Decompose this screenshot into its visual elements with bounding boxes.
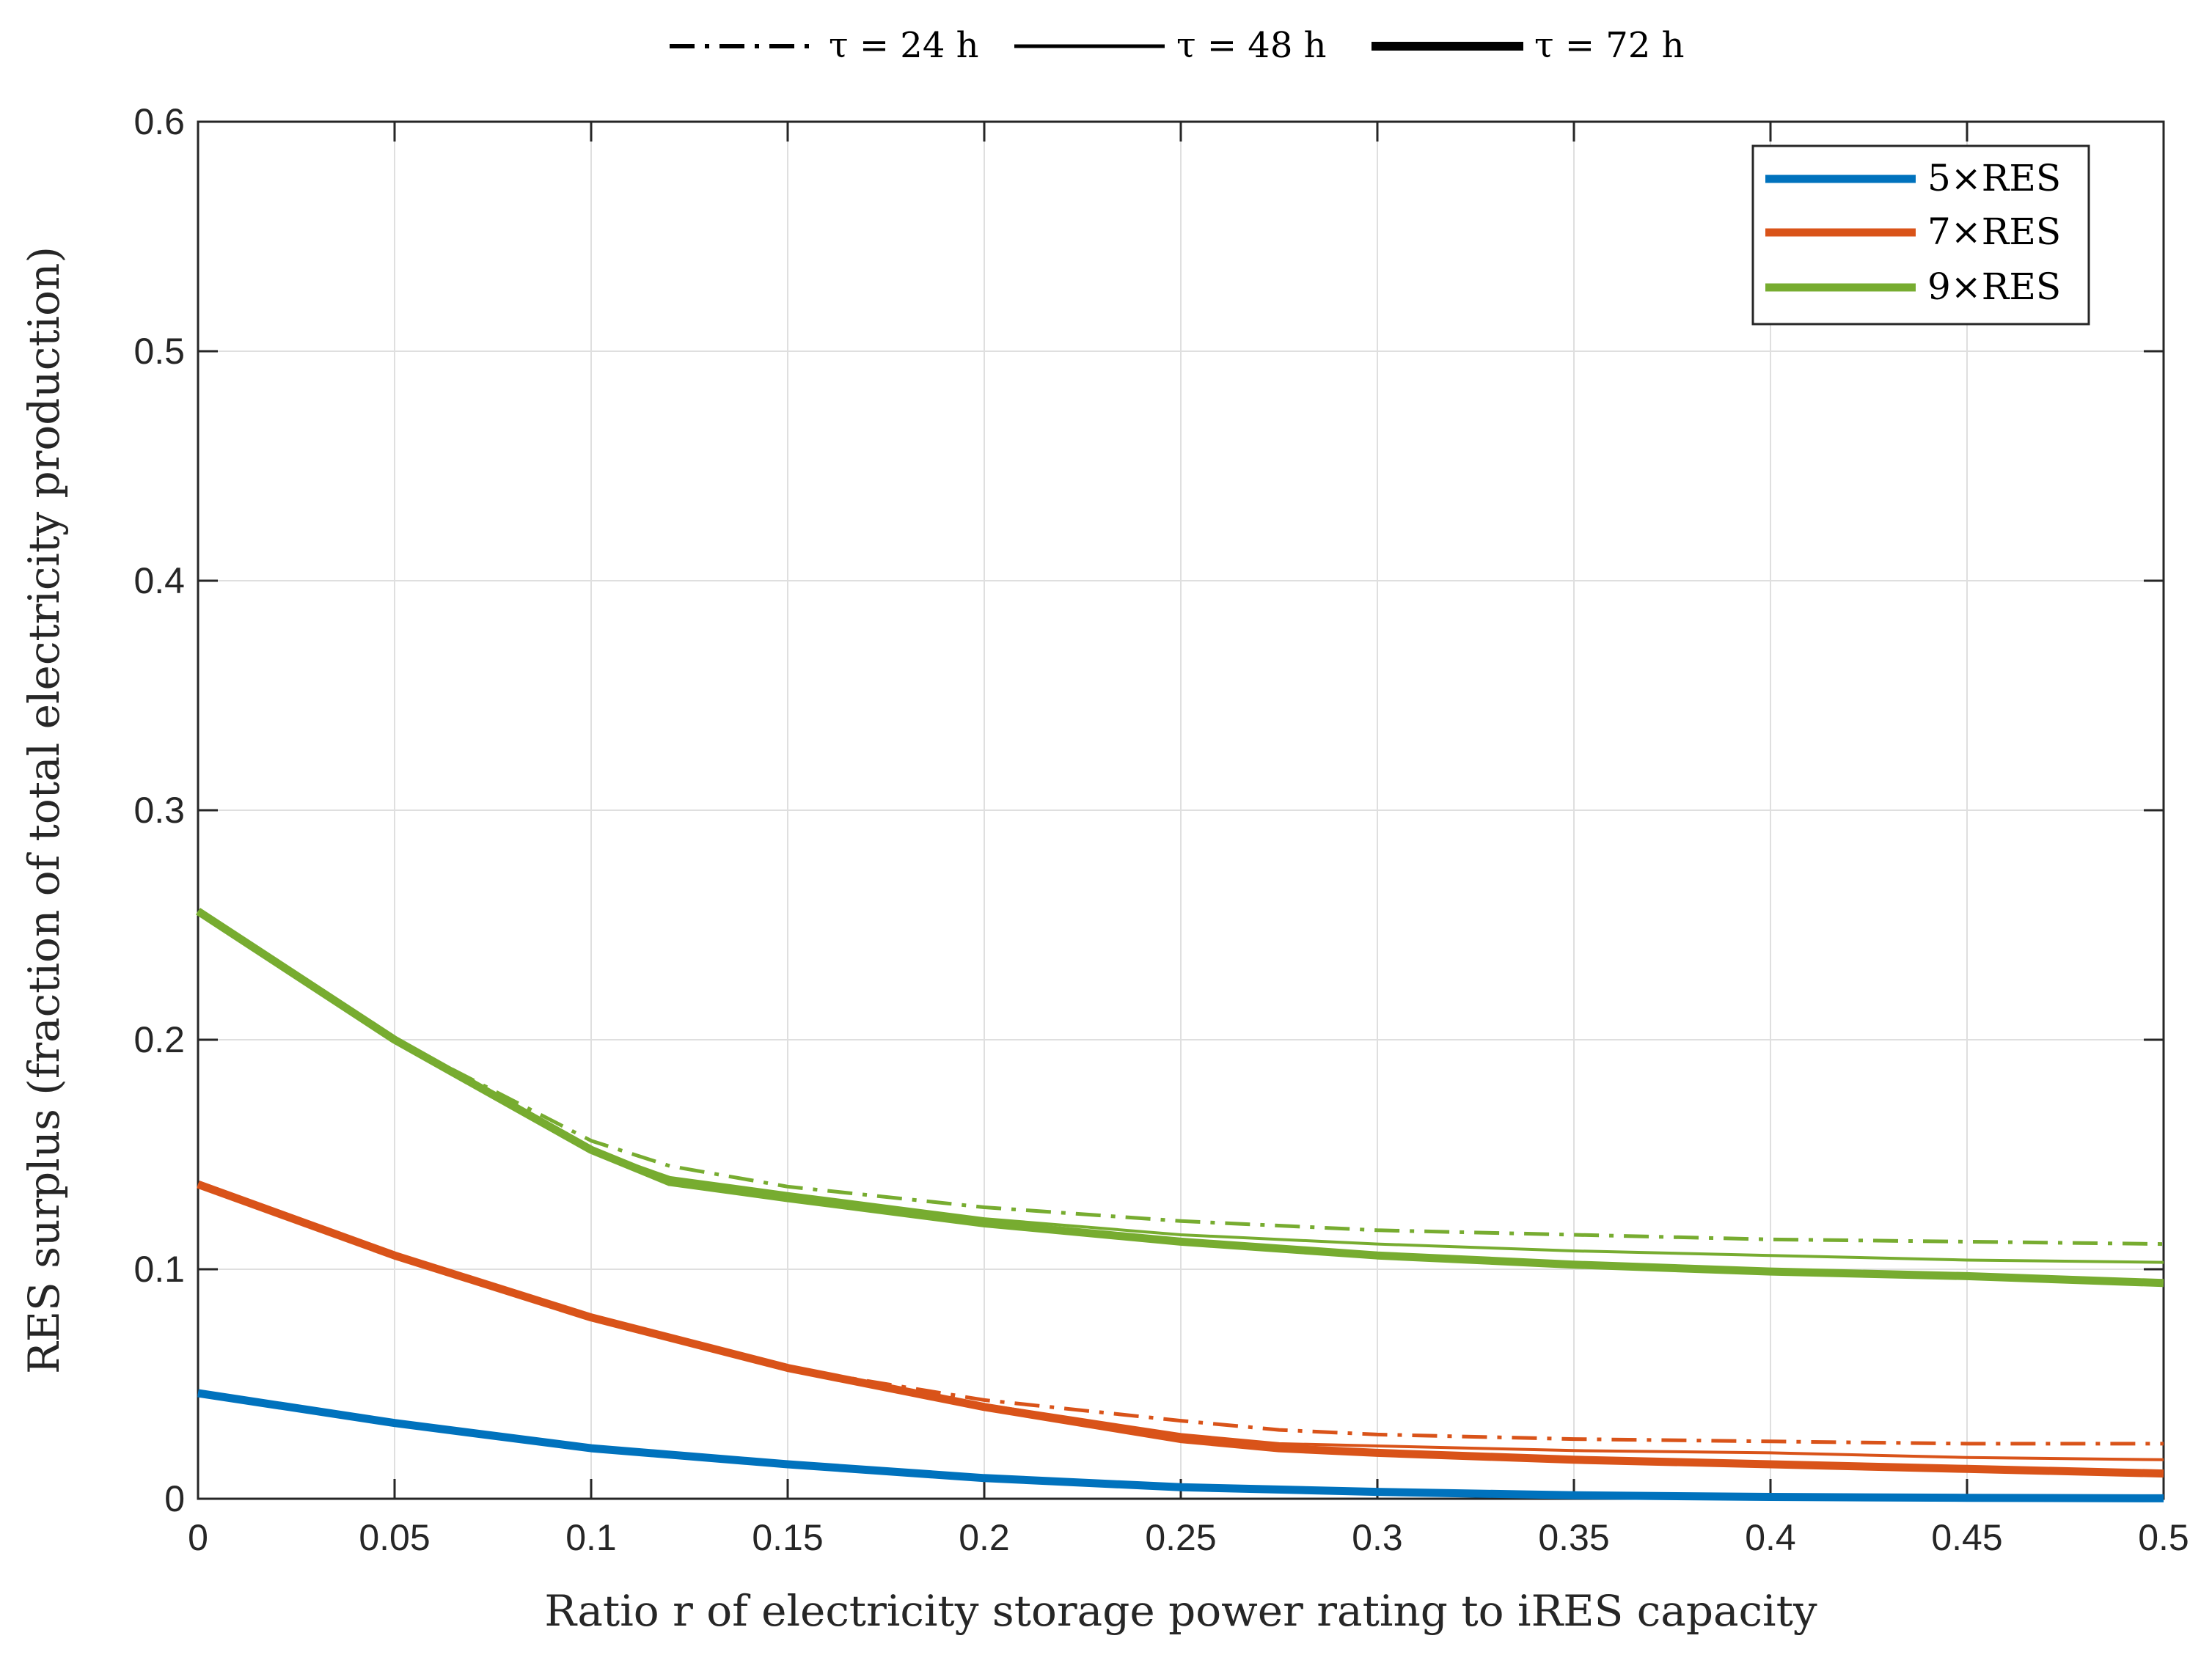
color-legend: 5×RES 7×RES 9×RES — [1751, 144, 2090, 326]
x-tick-label: 0.35 — [1538, 1517, 1609, 1558]
legend-label-tau-24h: τ = 24 h — [829, 25, 979, 66]
x-tick-label: 0.05 — [359, 1517, 430, 1558]
y-tick-label: 0.5 — [133, 331, 185, 372]
series-lines — [195, 908, 2164, 1502]
style-legend: τ = 24 h τ = 48 h τ = 72 h — [670, 25, 1685, 66]
axis-ticks: 0 0.05 0.1 0.15 0.2 0.25 0.3 0.35 0.4 0.45 0.5 0 0.1… — [133, 101, 2189, 1558]
series-line-7res-dashdot — [197, 1182, 2164, 1446]
x-tick-label: 0.3 — [1352, 1517, 1403, 1558]
legend-label-7xres: 7×RES — [1927, 210, 2061, 253]
x-tick-label: 0.4 — [1745, 1517, 1796, 1558]
x-tick-label: 0 — [188, 1517, 208, 1558]
x-tick-label: 0.5 — [2138, 1517, 2189, 1558]
x-tick-label: 0.15 — [752, 1517, 823, 1558]
y-tick-label: 0.6 — [133, 101, 185, 142]
series-line-9res-dashdot — [197, 909, 2164, 1247]
y-tick-label: 0.4 — [133, 560, 185, 601]
y-axis-label: RES surplus (fraction of total electrici… — [19, 246, 69, 1374]
legend-label-tau-72h: τ = 72 h — [1534, 25, 1685, 66]
series-line-7res-thick — [197, 1181, 2164, 1478]
series-line-9res-thick — [195, 908, 2164, 1288]
x-axis-label: Ratio r of electricity storage power rat… — [544, 1586, 1817, 1636]
series-line-5res-thick — [197, 1389, 2164, 1502]
legend-label-9xres: 9×RES — [1927, 265, 2061, 308]
legend-label-tau-48h: τ = 48 h — [1176, 25, 1327, 66]
y-tick-label: 0 — [164, 1478, 185, 1519]
y-tick-label: 0.3 — [133, 790, 185, 831]
x-tick-label: 0.45 — [1931, 1517, 2002, 1558]
x-tick-label: 0.1 — [565, 1517, 617, 1558]
x-tick-label: 0.25 — [1145, 1517, 1216, 1558]
legend-label-5xres: 5×RES — [1927, 157, 2061, 199]
y-tick-label: 0.2 — [133, 1019, 185, 1060]
x-tick-label: 0.2 — [959, 1517, 1010, 1558]
y-tick-label: 0.1 — [133, 1249, 185, 1290]
